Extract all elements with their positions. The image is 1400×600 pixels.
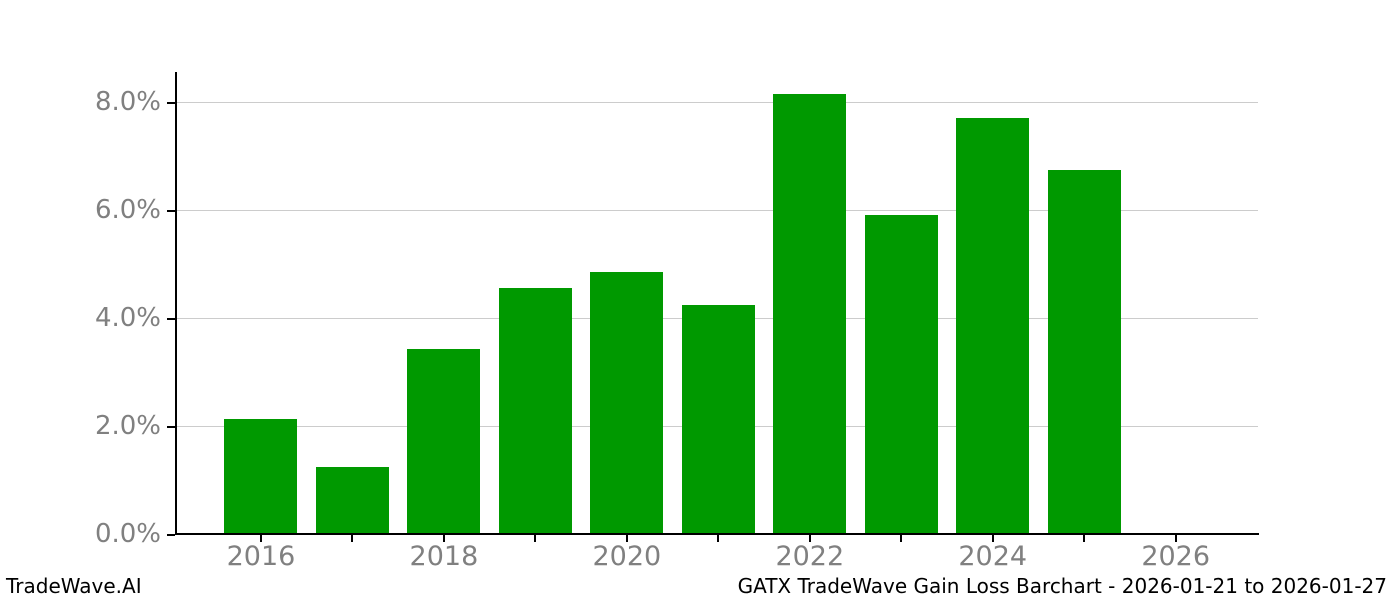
bar-2023 <box>864 215 938 534</box>
x-tick-label-2026: 2026 <box>1141 541 1211 572</box>
x-tick-mark-2024 <box>991 534 994 542</box>
bar-2021 <box>681 305 755 534</box>
gridline-8 <box>175 102 1258 104</box>
y-tick-label-0: 0.0% <box>94 519 161 549</box>
x-tick-mark-2020 <box>625 534 628 542</box>
y-tick-label-2: 2.0% <box>94 411 161 442</box>
y-tick-mark-8 <box>167 102 175 105</box>
y-tick-label-8: 8.0% <box>94 87 161 118</box>
x-tick-mark-2021 <box>717 534 720 542</box>
x-tick-label-2020: 2020 <box>592 541 662 572</box>
x-tick-mark-2016 <box>259 534 262 542</box>
watermark-text: TradeWave.AI <box>6 574 142 598</box>
y-tick-mark-6 <box>167 210 175 213</box>
x-tick-mark-2025 <box>1083 534 1086 542</box>
x-tick-label-2018: 2018 <box>409 541 479 572</box>
x-tick-mark-2022 <box>808 534 811 542</box>
plot-area <box>175 72 1258 534</box>
y-tick-label-4: 4.0% <box>94 303 161 334</box>
bar-2022 <box>773 93 847 534</box>
gridline-6 <box>175 210 1258 212</box>
y-axis-spine <box>175 72 177 535</box>
chart-caption: GATX TradeWave Gain Loss Barchart - 2026… <box>737 574 1387 598</box>
x-tick-label-2016: 2016 <box>226 541 296 572</box>
x-tick-mark-2018 <box>442 534 445 542</box>
bar-2016 <box>224 419 298 534</box>
bar-2020 <box>590 271 664 534</box>
x-tick-mark-2019 <box>534 534 537 542</box>
bar-2019 <box>498 288 572 534</box>
x-tick-mark-2026 <box>1174 534 1177 542</box>
bar-2018 <box>407 348 481 534</box>
x-tick-label-2024: 2024 <box>958 541 1028 572</box>
y-tick-label-6: 6.0% <box>94 195 161 226</box>
bar-2025 <box>1047 170 1121 534</box>
y-tick-mark-0 <box>167 534 175 536</box>
x-tick-mark-2017 <box>351 534 354 542</box>
y-tick-mark-4 <box>167 318 175 321</box>
x-tick-label-2022: 2022 <box>775 541 845 572</box>
x-tick-mark-2023 <box>900 534 903 542</box>
bar-2024 <box>956 118 1030 534</box>
y-tick-mark-2 <box>167 426 175 429</box>
bar-2017 <box>315 466 389 534</box>
x-axis-spine <box>175 533 1259 535</box>
